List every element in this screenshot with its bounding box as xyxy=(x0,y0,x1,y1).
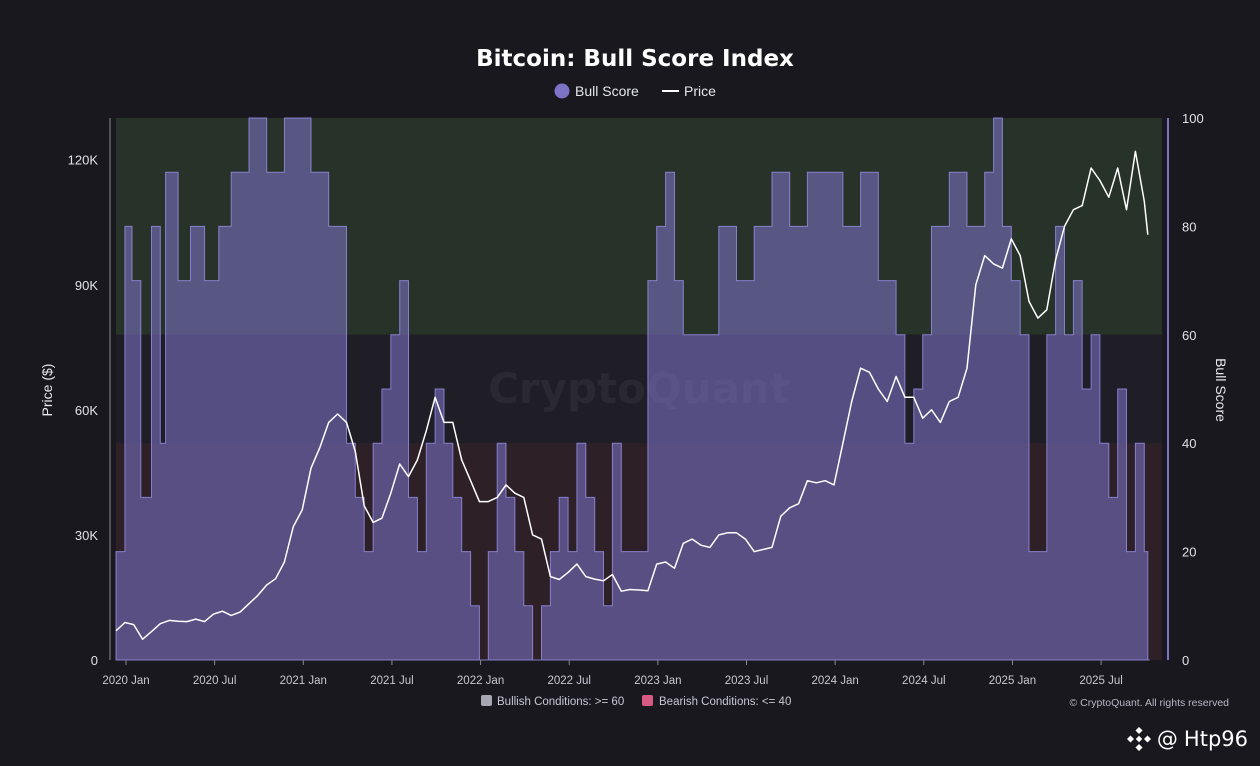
x-axis-tick: 2023 Jul xyxy=(725,675,768,687)
left-axis-tick: 90K xyxy=(75,278,98,293)
right-axis-title: Bull Score xyxy=(1213,358,1229,422)
price-line xyxy=(115,150,1149,640)
right-axis-tick: 0 xyxy=(1182,653,1189,668)
left-axis-tick: 0 xyxy=(91,653,98,668)
x-axis-tick: 2021 Jan xyxy=(280,675,327,687)
bearish-conditions-swatch[interactable] xyxy=(642,695,653,706)
bullish-conditions-label[interactable]: Bullish Conditions: >= 60 xyxy=(497,696,624,708)
right-axis-tick: 60 xyxy=(1182,328,1196,343)
chart-legend[interactable]: Bull Score Price xyxy=(554,83,717,99)
right-axis-tick: 80 xyxy=(1182,219,1196,234)
x-axis-tick: 2020 Jul xyxy=(193,675,236,687)
right-axis-tick: 40 xyxy=(1182,436,1196,451)
chart-title: Bitcoin: Bull Score Index xyxy=(476,46,794,72)
bullish-conditions-swatch[interactable] xyxy=(481,695,492,706)
x-axis-tick: 2023 Jan xyxy=(634,675,681,687)
x-axis-tick: 2021 Jul xyxy=(370,675,413,687)
bull-score-area xyxy=(115,117,1150,661)
author-at-symbol: @ xyxy=(1156,727,1178,751)
axes-layer: 0 30K 60K 90K 120K 0 20 40 60 80 100 2020 Jan 2020 J… xyxy=(68,111,1204,687)
bearish-conditions-label[interactable]: Bearish Conditions: <= 40 xyxy=(659,696,791,708)
author-credit: @ Htp96 xyxy=(1126,727,1248,751)
right-axis-tick: 100 xyxy=(1182,111,1204,126)
zones-legend[interactable]: Bullish Conditions: >= 60 Bearish Condit… xyxy=(481,695,791,708)
left-axis-tick: 120K xyxy=(68,153,99,168)
x-axis-tick: 2024 Jan xyxy=(811,675,858,687)
left-axis-title: Price ($) xyxy=(39,364,55,417)
x-axis-tick: 2024 Jul xyxy=(902,675,945,687)
binance-logo-icon xyxy=(1126,727,1151,751)
legend-bull-score-marker[interactable] xyxy=(554,83,570,99)
legend-price-label[interactable]: Price xyxy=(684,83,716,99)
x-axis-tick: 2022 Jan xyxy=(457,675,504,687)
author-handle[interactable]: Htp96 xyxy=(1183,727,1248,751)
x-axis-tick: 2020 Jan xyxy=(102,675,149,687)
legend-bull-score-label[interactable]: Bull Score xyxy=(575,83,639,99)
series-layer xyxy=(115,117,1150,661)
right-axis-tick: 20 xyxy=(1182,545,1196,560)
x-axis-tick: 2022 Jul xyxy=(547,675,590,687)
x-axis-tick: 2025 Jan xyxy=(989,675,1036,687)
x-axis-tick: 2025 Jul xyxy=(1079,675,1122,687)
copyright-notice: © CryptoQuant. All rights reserved xyxy=(1070,697,1230,709)
left-axis-tick: 30K xyxy=(75,528,98,543)
left-axis-tick: 60K xyxy=(75,403,98,418)
